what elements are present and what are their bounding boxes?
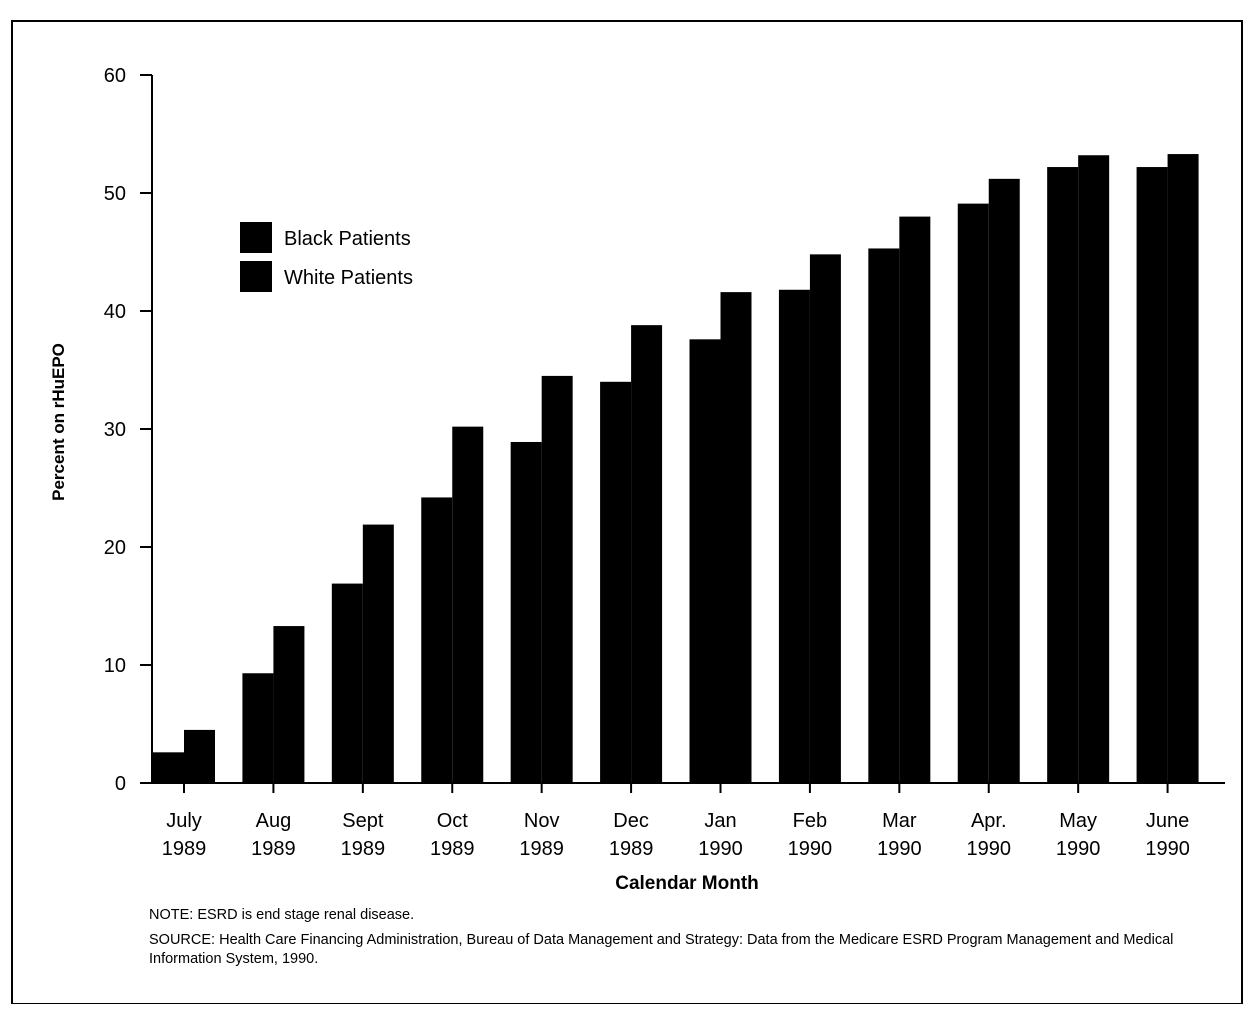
x-tick-label-year: 1989 bbox=[519, 838, 564, 860]
x-tick-label-month: June bbox=[1146, 810, 1189, 832]
x-tick-label-month: Apr. bbox=[971, 810, 1007, 832]
bar-black-patients bbox=[957, 203, 989, 783]
bar-black-patients bbox=[153, 752, 184, 783]
bar-white-patients bbox=[362, 524, 394, 783]
y-tick-label: 60 bbox=[104, 65, 126, 87]
x-tick-label-month: Aug bbox=[256, 810, 292, 832]
bar-black-patients bbox=[600, 381, 632, 783]
bar-white-patients bbox=[631, 325, 663, 783]
x-tick-label-year: 1989 bbox=[162, 838, 207, 860]
x-tick-label-year: 1990 bbox=[698, 838, 743, 860]
y-tick-label: 30 bbox=[104, 419, 126, 441]
x-tick-label-year: 1990 bbox=[967, 838, 1012, 860]
x-tick-label-month: Nov bbox=[524, 810, 560, 832]
x-tick-label-year: 1990 bbox=[877, 838, 922, 860]
bar-white-patients bbox=[452, 426, 484, 783]
bar-black-patients bbox=[1136, 167, 1168, 784]
legend: Black Patients White Patients bbox=[240, 222, 413, 292]
bar-white-patients bbox=[184, 729, 215, 783]
bar-black-patients bbox=[778, 289, 810, 783]
bar-white-patients bbox=[720, 292, 752, 783]
x-axis-ticks: July 1989 Aug 1989 Sept 1989 Oct 1989 Nov 1989 Dec… bbox=[162, 783, 1190, 860]
bar-black-patients bbox=[421, 497, 453, 783]
bar-black-patients bbox=[868, 248, 900, 783]
bar-white-patients bbox=[809, 254, 841, 784]
y-tick-label: 20 bbox=[104, 537, 126, 559]
bar-black-patients bbox=[689, 339, 721, 783]
bar-white-patients bbox=[1167, 154, 1199, 783]
x-tick-label-year: 1990 bbox=[1145, 838, 1190, 860]
x-tick-label-month: Sept bbox=[342, 810, 384, 832]
x-tick-label-year: 1989 bbox=[609, 838, 654, 860]
x-tick-label-month: Jan bbox=[704, 810, 736, 832]
x-tick-label-year: 1989 bbox=[251, 838, 296, 860]
y-axis-label: Percent on rHuEPO bbox=[49, 343, 68, 501]
bars bbox=[153, 154, 1199, 784]
y-tick-label: 0 bbox=[115, 773, 126, 795]
x-tick-label-month: Oct bbox=[437, 810, 469, 832]
x-tick-label-year: 1990 bbox=[1056, 838, 1101, 860]
x-tick-label-year: 1989 bbox=[341, 838, 386, 860]
source-text: SOURCE: Health Care Financing Administra… bbox=[149, 932, 1174, 967]
note-text: NOTE: ESRD is end stage renal disease. bbox=[149, 907, 415, 923]
x-tick-label-month: Feb bbox=[793, 810, 827, 832]
bar-white-patients bbox=[1078, 155, 1110, 784]
x-tick-label-year: 1989 bbox=[430, 838, 475, 860]
legend-label-black: Black Patients bbox=[284, 228, 411, 250]
y-tick-label: 50 bbox=[104, 183, 126, 205]
x-tick-label-month: Dec bbox=[613, 810, 649, 832]
footnotes: NOTE: ESRD is end stage renal disease. S… bbox=[149, 906, 1209, 975]
bar-black-patients bbox=[331, 583, 363, 783]
bar-black-patients bbox=[242, 673, 274, 783]
bar-white-patients bbox=[273, 626, 305, 783]
bar-white-patients bbox=[899, 216, 931, 784]
legend-swatch-white bbox=[240, 261, 272, 292]
bar-white-patients bbox=[988, 178, 1020, 784]
x-tick-label-year: 1990 bbox=[788, 838, 833, 860]
y-tick-label: 40 bbox=[104, 301, 126, 323]
legend-label-white: White Patients bbox=[284, 267, 413, 289]
y-axis-ticks: 0 10 20 30 40 50 60 bbox=[104, 65, 152, 795]
x-tick-label-month: May bbox=[1059, 810, 1097, 832]
x-axis-label: Calendar Month bbox=[615, 873, 759, 894]
bar-black-patients bbox=[510, 441, 542, 783]
bar-white-patients bbox=[541, 375, 573, 783]
legend-swatch-black bbox=[240, 222, 272, 253]
y-tick-label: 10 bbox=[104, 655, 126, 677]
x-tick-label-month: July bbox=[166, 810, 202, 832]
x-tick-label-month: Mar bbox=[882, 810, 917, 832]
bar-black-patients bbox=[1047, 167, 1079, 784]
